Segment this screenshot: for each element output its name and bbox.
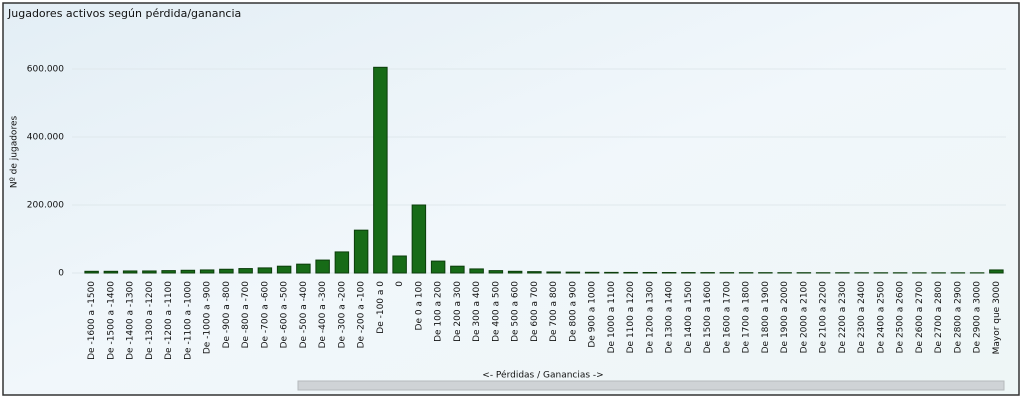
bar <box>584 271 600 274</box>
y-tick-label: 0 <box>58 269 64 279</box>
x-tick-label: De -1500 a -1400 <box>106 281 116 360</box>
x-tick-label: De 2000 a 2100 <box>799 281 809 354</box>
x-tick-label: De 0 a 100 <box>414 281 424 331</box>
x-tick-label: De 2400 a 2500 <box>876 281 886 354</box>
bar <box>257 267 273 274</box>
x-axis-label: <- Pérdidas / Ganancias -> <box>482 370 603 381</box>
x-tick-label: De 1700 a 1800 <box>742 281 752 354</box>
x-tick-label: De -500 a -400 <box>299 281 309 349</box>
bar <box>989 269 1004 274</box>
bar <box>430 260 446 274</box>
frame <box>2 2 1020 396</box>
bar <box>296 263 311 274</box>
bar <box>161 270 176 274</box>
bar <box>199 269 215 274</box>
bar <box>103 270 119 274</box>
bar <box>373 66 388 274</box>
y-tick-label: 600.000 <box>27 65 64 75</box>
bar <box>604 271 619 274</box>
x-tick-label: De 1600 a 1700 <box>722 281 732 354</box>
x-tick-label: De 2200 a 2300 <box>838 281 848 354</box>
x-tick-label: De 400 a 500 <box>491 281 501 342</box>
x-tick-label: De 2900 a 3000 <box>973 281 983 354</box>
x-tick-label: De 1900 a 2000 <box>780 281 790 354</box>
x-tick-label: De -1300 a -1200 <box>145 281 155 360</box>
x-tick-label: De 1300 a 1400 <box>665 281 675 354</box>
x-tick-label: De -1200 a -1100 <box>164 281 174 360</box>
bar <box>353 229 369 274</box>
x-tick-label: De 2300 a 2400 <box>857 281 867 354</box>
bar <box>450 265 465 274</box>
x-tick-label: De 2700 a 2800 <box>934 281 944 354</box>
y-axis-label: Nº de jugadores <box>10 116 20 189</box>
bar <box>411 204 427 274</box>
x-tick-label: De -200 a -100 <box>357 281 367 349</box>
y-tick-label: 200.000 <box>27 201 64 211</box>
bar <box>507 270 523 274</box>
bar <box>180 269 196 274</box>
x-tick-label: De 800 a 900 <box>568 281 578 342</box>
x-tick-label: De 2500 a 2600 <box>896 281 906 354</box>
bar <box>142 270 157 274</box>
x-tick-label: De -400 a -300 <box>318 281 328 349</box>
bar <box>276 265 292 274</box>
bar <box>238 268 253 274</box>
x-tick-label: De 1500 a 1600 <box>703 281 713 354</box>
bar <box>565 271 581 274</box>
bar <box>334 251 350 274</box>
x-tick-label: De 600 a 700 <box>530 281 540 342</box>
x-tick-label: 0 <box>395 281 405 287</box>
x-tick-label: De -1600 a -1500 <box>87 281 97 360</box>
x-tick-label: De 2800 a 2900 <box>953 281 963 354</box>
x-tick-label: De 1000 a 1100 <box>607 281 617 354</box>
bar <box>122 270 138 274</box>
x-tick-label: De -300 a -200 <box>337 281 347 349</box>
x-tick-label: De -900 a -800 <box>222 281 232 349</box>
x-tick-label: De -100 a 0 <box>376 281 386 334</box>
bar <box>623 271 638 274</box>
bar <box>219 268 234 274</box>
x-tick-label: De -700 a -600 <box>260 281 270 349</box>
scrollbar[interactable] <box>297 380 1005 391</box>
x-tick-label: De 300 a 400 <box>472 281 482 342</box>
bar <box>546 271 561 274</box>
x-tick-label: De -800 a -700 <box>241 281 251 349</box>
bar <box>392 255 407 274</box>
x-tick-label: De 100 a 200 <box>434 281 444 342</box>
x-tick-label: De 200 a 300 <box>453 281 463 342</box>
x-tick-label: De -1000 a -900 <box>203 281 213 354</box>
x-tick-label: De -1400 a -1300 <box>126 281 136 360</box>
y-tick-label: 400.000 <box>27 133 64 143</box>
bar <box>469 268 484 274</box>
x-tick-label: De 1400 a 1500 <box>684 281 694 354</box>
x-tick-label: De 1200 a 1300 <box>645 281 655 354</box>
x-tick-label: Mayor que 3000 <box>992 281 1002 355</box>
x-tick-label: De 700 a 800 <box>549 281 559 342</box>
x-tick-label: De 1100 a 1200 <box>626 281 636 354</box>
x-tick-label: De 500 a 600 <box>511 281 521 342</box>
x-tick-label: De -600 a -500 <box>280 281 290 349</box>
bar <box>315 259 330 274</box>
x-tick-label: De 1800 a 1900 <box>761 281 771 354</box>
chart-title: Jugadores activos según pérdida/ganancia <box>7 7 241 20</box>
x-tick-label: De 2600 a 2700 <box>915 281 925 354</box>
bar <box>84 270 99 274</box>
bar <box>642 271 658 274</box>
x-tick-label: De -1100 a -1000 <box>183 281 193 360</box>
x-tick-label: De 900 a 1000 <box>588 281 598 348</box>
bar <box>527 271 542 274</box>
bar <box>488 270 504 274</box>
x-tick-label: De 2100 a 2200 <box>819 281 829 354</box>
